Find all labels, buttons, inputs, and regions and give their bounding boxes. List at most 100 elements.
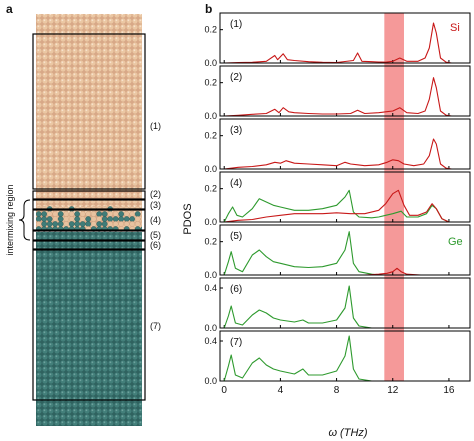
atom	[123, 211, 130, 217]
atom	[41, 216, 48, 222]
intermixing-region-label: intermixing region	[5, 184, 15, 255]
x-tick-label: 0	[221, 385, 227, 396]
atom	[101, 211, 108, 217]
atom	[118, 216, 124, 222]
y-tick-label: 0.2	[204, 237, 217, 247]
y-tick-label: 0.4	[204, 336, 217, 346]
region-label-4: (4)	[150, 215, 161, 225]
highlight-band	[384, 13, 404, 381]
y-tick-label: 0.2	[204, 131, 217, 141]
atom	[52, 216, 59, 222]
pdos-panel-6: 0.0 0.4 (6)	[204, 277, 471, 333]
atom	[57, 216, 64, 222]
atom	[140, 211, 142, 217]
atom	[36, 221, 42, 227]
y-tick-label: 0.2	[204, 78, 217, 88]
series-line-ge	[223, 335, 470, 382]
atom	[36, 216, 42, 222]
y-tick-label: 0.0	[204, 111, 217, 121]
atom	[123, 221, 130, 227]
region-box-1	[32, 33, 146, 190]
atom	[118, 211, 124, 217]
atom	[134, 221, 141, 227]
atom	[85, 211, 91, 217]
panel-frame	[219, 65, 471, 117]
panel-label: (5)	[230, 231, 242, 242]
atom	[96, 216, 102, 222]
pdos-panel-1: 0.0 0.2 (1)	[204, 12, 471, 68]
pdos-panel-2: 0.0 0.2 (2)	[204, 65, 471, 121]
region-box-2	[32, 190, 146, 200]
pdos-panel-5: 0.0 0.2 (5)	[204, 224, 471, 280]
atom	[112, 216, 119, 222]
atom	[79, 221, 86, 227]
atom	[41, 211, 48, 217]
region-box-5	[32, 230, 146, 241]
atom	[90, 216, 97, 222]
pdos-panel-4: 0.0 0.2 (4)	[204, 171, 471, 227]
y-tick-label: 0.2	[204, 184, 217, 194]
region-label-2: (2)	[150, 189, 161, 199]
panel-frame	[219, 12, 471, 64]
atom	[63, 221, 69, 227]
atom	[85, 216, 91, 222]
atom	[52, 221, 59, 227]
atom	[57, 211, 64, 217]
atom	[41, 221, 48, 227]
region-box-4	[32, 209, 146, 231]
region-label-7: (7)	[150, 321, 161, 331]
panel-b-letter: b	[205, 2, 212, 16]
panel-frame	[219, 224, 471, 276]
atom	[74, 211, 80, 217]
atom	[68, 221, 75, 227]
y-tick-label: 0.0	[204, 164, 217, 174]
region-boxes	[32, 33, 146, 401]
y-tick-label: 0.0	[204, 323, 217, 333]
intermixing-brace	[18, 199, 31, 241]
atom	[96, 221, 102, 227]
atom	[63, 211, 69, 217]
atom	[129, 221, 135, 227]
atom	[57, 221, 64, 227]
series-line-si	[224, 138, 470, 170]
atom	[74, 216, 80, 222]
panel-a-letter: a	[6, 2, 13, 16]
atom	[129, 211, 135, 217]
atom	[101, 216, 108, 222]
x-tick-label: 8	[334, 385, 340, 396]
atom	[79, 211, 86, 217]
x-tick-label: 4	[278, 385, 284, 396]
atom	[96, 211, 102, 217]
legend-ge: Ge	[448, 236, 463, 248]
y-tick-label: 0.0	[204, 58, 217, 68]
atom	[112, 211, 119, 217]
panel-label: (7)	[230, 337, 242, 348]
y-tick-label: 0.4	[204, 283, 217, 293]
atom	[85, 221, 91, 227]
atom	[46, 221, 53, 227]
atom	[52, 211, 59, 217]
x-axis-label: ω (THz)	[328, 427, 367, 439]
region-label-3: (3)	[150, 200, 161, 210]
series-line-ge	[223, 189, 470, 223]
pdos-panel-7: 0.0 0.4 0 4 8 12 16 (7)	[204, 330, 471, 396]
atom	[46, 211, 53, 217]
panel-frame	[219, 277, 471, 329]
region-box-7	[32, 249, 146, 401]
series-line-si	[224, 267, 470, 276]
panel-label: (3)	[230, 125, 242, 136]
atom	[107, 216, 113, 222]
legend-si: Si	[450, 22, 460, 34]
series-line-si	[224, 189, 470, 223]
region-box-3	[32, 199, 146, 210]
atom	[107, 221, 113, 227]
panel-label: (4)	[230, 178, 242, 189]
x-tick-label: 12	[387, 385, 399, 396]
panel-frame	[219, 330, 471, 382]
atom	[123, 216, 130, 222]
region-label-6: (6)	[150, 240, 161, 250]
region-box-6	[32, 240, 146, 250]
series-line-si	[224, 22, 470, 64]
atom	[134, 211, 141, 217]
